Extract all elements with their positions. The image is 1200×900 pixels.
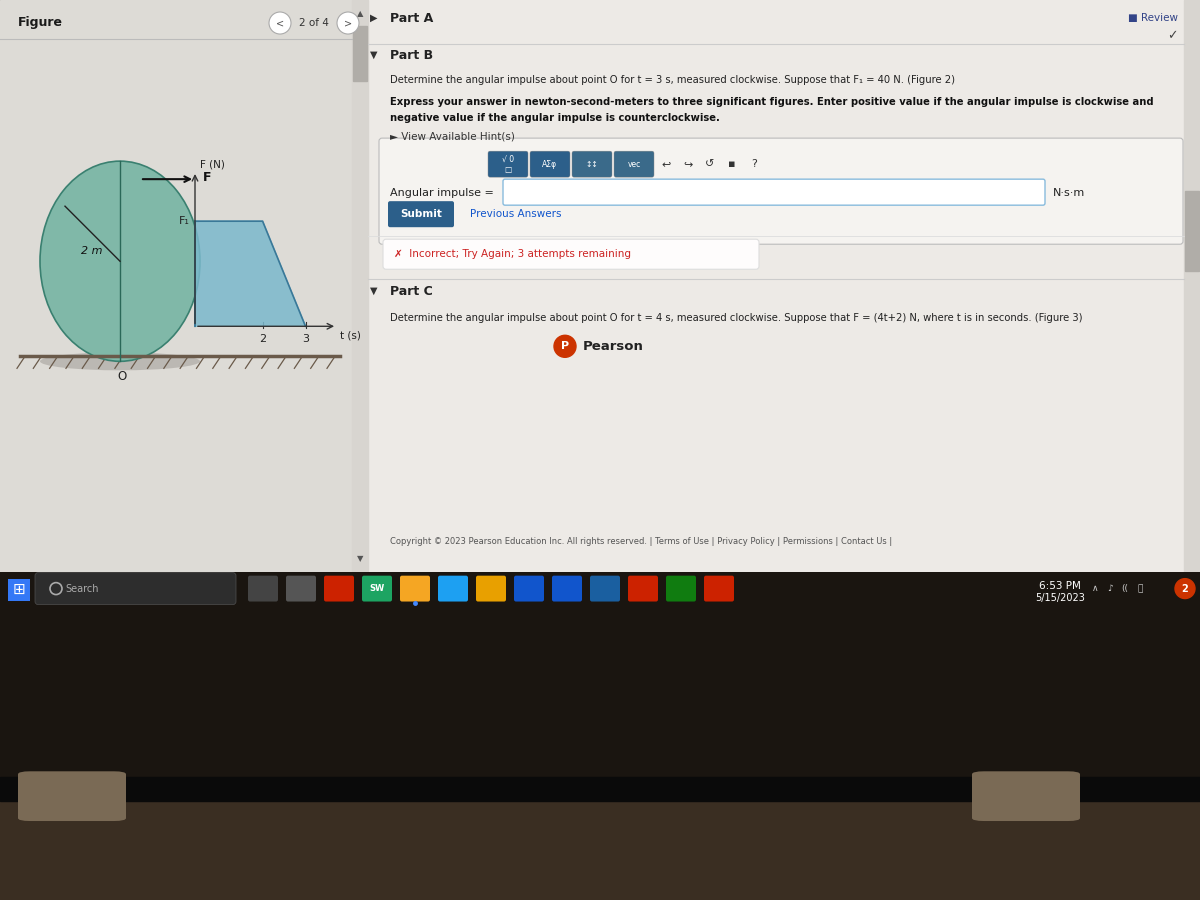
Text: 6:53 PM: 6:53 PM xyxy=(1039,580,1081,590)
Bar xyxy=(353,26,367,81)
FancyBboxPatch shape xyxy=(628,576,658,601)
Text: ↕↕: ↕↕ xyxy=(586,159,599,168)
FancyBboxPatch shape xyxy=(666,576,696,601)
FancyBboxPatch shape xyxy=(503,179,1045,205)
Text: 2 m: 2 m xyxy=(82,247,103,256)
Text: >: > xyxy=(344,18,352,28)
Text: ↩: ↩ xyxy=(661,159,671,169)
FancyBboxPatch shape xyxy=(18,771,126,821)
Text: ▼: ▼ xyxy=(356,554,364,563)
Bar xyxy=(352,0,368,572)
Bar xyxy=(0,777,1200,801)
FancyBboxPatch shape xyxy=(572,151,612,177)
FancyBboxPatch shape xyxy=(286,576,316,601)
Text: ⊞: ⊞ xyxy=(13,582,25,597)
Text: Part A: Part A xyxy=(390,12,433,24)
Text: P: P xyxy=(560,341,569,351)
Text: ♪: ♪ xyxy=(1108,584,1112,593)
Text: Pearson: Pearson xyxy=(583,340,644,353)
Text: F (N): F (N) xyxy=(200,159,224,169)
Text: ▼: ▼ xyxy=(371,286,378,296)
Text: Copyright © 2023 Pearson Education Inc. All rights reserved. | Terms of Use | Pr: Copyright © 2023 Pearson Education Inc. … xyxy=(390,537,893,546)
FancyBboxPatch shape xyxy=(614,151,654,177)
Circle shape xyxy=(554,336,576,357)
Text: ▶: ▶ xyxy=(371,13,378,23)
FancyBboxPatch shape xyxy=(704,576,734,601)
FancyBboxPatch shape xyxy=(379,138,1183,244)
Text: ΑΣφ: ΑΣφ xyxy=(542,159,558,168)
Text: 3: 3 xyxy=(302,334,310,345)
Text: 🔋: 🔋 xyxy=(1138,584,1142,593)
Text: ■ Review: ■ Review xyxy=(1128,13,1178,23)
Text: ↪: ↪ xyxy=(683,159,692,169)
FancyBboxPatch shape xyxy=(552,576,582,601)
Bar xyxy=(0,0,368,572)
Text: Previous Answers: Previous Answers xyxy=(470,209,562,220)
FancyBboxPatch shape xyxy=(530,151,570,177)
FancyBboxPatch shape xyxy=(324,576,354,601)
Circle shape xyxy=(337,12,359,34)
FancyBboxPatch shape xyxy=(248,576,278,601)
Text: N·s·m: N·s·m xyxy=(1054,188,1085,198)
Text: negative value if the angular impulse is counterclockwise.: negative value if the angular impulse is… xyxy=(390,113,720,123)
Text: O: O xyxy=(118,370,127,383)
Text: ▼: ▼ xyxy=(371,50,378,60)
FancyBboxPatch shape xyxy=(383,239,760,269)
Text: Angular impulse =: Angular impulse = xyxy=(390,188,494,198)
Polygon shape xyxy=(194,221,306,327)
Text: Determine the angular impulse about point O for t = 3 s, measured clockwise. Sup: Determine the angular impulse about poin… xyxy=(390,75,955,86)
Bar xyxy=(1184,0,1200,572)
Text: ▪: ▪ xyxy=(728,159,736,169)
Ellipse shape xyxy=(40,161,200,361)
FancyBboxPatch shape xyxy=(590,576,620,601)
Text: t (s): t (s) xyxy=(340,330,361,340)
FancyBboxPatch shape xyxy=(972,771,1080,821)
Text: SW: SW xyxy=(370,584,385,593)
Ellipse shape xyxy=(40,352,200,370)
Text: Submit: Submit xyxy=(400,209,442,220)
Text: 5/15/2023: 5/15/2023 xyxy=(1036,592,1085,603)
Text: ?: ? xyxy=(751,159,757,169)
Text: ► View Available Hint(s): ► View Available Hint(s) xyxy=(390,131,515,141)
Text: √ 0
□: √ 0 □ xyxy=(502,155,514,174)
FancyBboxPatch shape xyxy=(488,151,528,177)
FancyBboxPatch shape xyxy=(476,576,506,601)
FancyBboxPatch shape xyxy=(400,576,430,601)
Bar xyxy=(368,0,1200,572)
FancyBboxPatch shape xyxy=(8,579,30,600)
Text: Part B: Part B xyxy=(390,49,433,61)
Bar xyxy=(0,788,1200,900)
Text: F₁: F₁ xyxy=(179,216,190,226)
FancyBboxPatch shape xyxy=(35,572,236,605)
Text: ▲: ▲ xyxy=(356,10,364,19)
Circle shape xyxy=(269,12,292,34)
Text: vec: vec xyxy=(628,159,641,168)
Text: Determine the angular impulse about point O for t = 4 s, measured clockwise. Sup: Determine the angular impulse about poin… xyxy=(390,313,1082,323)
FancyBboxPatch shape xyxy=(388,202,454,227)
Text: ∧: ∧ xyxy=(1092,584,1098,593)
Text: <: < xyxy=(276,18,284,28)
Text: ✓: ✓ xyxy=(1168,30,1178,42)
FancyBboxPatch shape xyxy=(514,576,544,601)
Text: 2: 2 xyxy=(259,334,266,345)
FancyBboxPatch shape xyxy=(438,576,468,601)
FancyBboxPatch shape xyxy=(362,576,392,601)
Text: F: F xyxy=(203,171,211,184)
Text: Part C: Part C xyxy=(390,284,433,298)
Text: 2 of 4: 2 of 4 xyxy=(299,18,329,28)
Text: ↺: ↺ xyxy=(706,159,715,169)
Text: Express your answer in newton-second-meters to three significant figures. Enter : Express your answer in newton-second-met… xyxy=(390,97,1153,107)
Circle shape xyxy=(1175,579,1195,599)
Text: Figure: Figure xyxy=(18,16,64,29)
Text: ✗  Incorrect; Try Again; 3 attempts remaining: ✗ Incorrect; Try Again; 3 attempts remai… xyxy=(394,249,631,259)
Bar xyxy=(1186,191,1199,271)
Text: ((: (( xyxy=(1122,584,1128,593)
Text: Search: Search xyxy=(65,583,98,594)
Text: 2: 2 xyxy=(1182,583,1188,594)
